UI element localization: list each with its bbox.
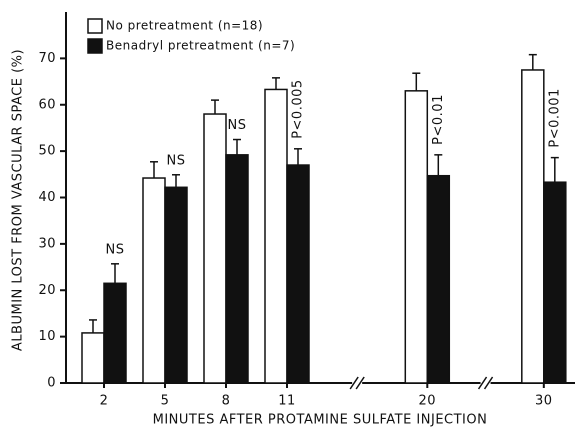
y-tick-label: 70: [38, 51, 56, 66]
annotation: P<0.01: [431, 94, 446, 145]
bar: [543, 181, 567, 384]
axis-break: [349, 376, 359, 390]
x-tick-label: 20: [419, 394, 437, 409]
y-tick-label: 50: [38, 144, 56, 159]
legend-label: No pretreatment (n=18): [106, 19, 263, 33]
bar: [164, 186, 188, 384]
x-tick-label: 8: [222, 394, 231, 409]
bar: [142, 177, 166, 384]
bar: [426, 174, 451, 384]
bar: [264, 88, 288, 384]
annotation: P<0.001: [547, 88, 562, 147]
bar: [404, 90, 429, 384]
y-tick-label: 40: [38, 190, 56, 205]
y-tick-label: 60: [38, 97, 56, 112]
bar: [81, 332, 105, 384]
bar: [286, 164, 310, 384]
legend-swatch: [87, 18, 103, 34]
y-axis-label: ALBUMIN LOST FROM VASCULAR SPACE (%): [11, 49, 26, 351]
x-tick-label: 11: [278, 394, 296, 409]
annotation: NS: [228, 118, 247, 133]
y-tick-label: 30: [38, 236, 56, 251]
axis-break: [355, 376, 365, 390]
axis-break-gap: [480, 380, 491, 386]
annotation: P<0.005: [291, 79, 306, 138]
bar: [103, 282, 127, 384]
bar: [521, 69, 545, 384]
x-axis-label: MINUTES AFTER PROTAMINE SULFATE INJECTIO…: [153, 413, 488, 428]
y-tick-label: 20: [38, 283, 56, 298]
axis-break-gap: [352, 380, 363, 386]
x-tick-label: 2: [100, 394, 109, 409]
legend-label: Benadryl pretreatment (n=7): [106, 39, 295, 53]
y-tick-label: 10: [38, 329, 56, 344]
axis-break: [483, 376, 494, 390]
legend-swatch: [87, 38, 103, 54]
x-tick-label: 30: [535, 394, 553, 409]
x-tick-label: 5: [161, 394, 170, 409]
axis-break: [477, 376, 488, 390]
bar: [203, 113, 227, 384]
annotation: NS: [106, 242, 125, 257]
annotation: NS: [167, 153, 186, 168]
y-tick-label: 0: [47, 376, 56, 391]
bar: [225, 154, 249, 384]
